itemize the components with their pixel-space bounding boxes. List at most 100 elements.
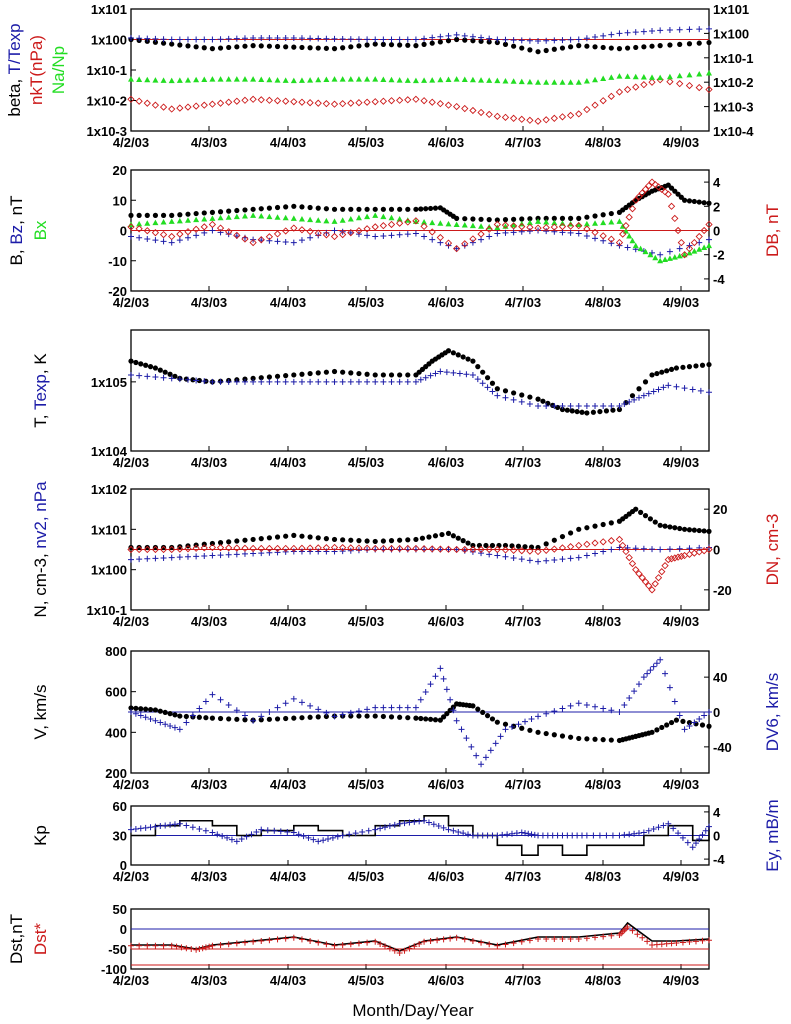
x-tick-label: 4/7/03 [505,135,541,150]
series-line [131,921,710,952]
data-point [592,736,598,742]
data-point [452,102,461,111]
data-point [543,79,550,85]
data-point [535,713,542,720]
data-point [173,943,180,950]
data-point [372,212,379,218]
data-point [641,578,650,586]
data-point [364,538,370,544]
data-point [478,223,485,229]
data-point [388,538,395,544]
data-point [193,553,200,560]
data-point [429,236,436,243]
data-point [676,245,683,252]
data-point [568,734,574,740]
data-point [575,230,582,237]
data-point [200,223,208,231]
data-point [396,704,403,711]
data-point [404,96,412,104]
x-tick-label: 4/4/03 [270,455,306,470]
data-point [648,586,656,594]
data-point [706,528,712,534]
data-point [128,705,134,711]
panels-group: 4/2/03 4/3/03 4/4/03 4/5/03 4/6/03 4/7/03 4/8/… [5,2,782,988]
x-tick-label: 4/2/03 [113,973,149,988]
data-point [685,245,694,253]
data-point [167,821,174,828]
data-point [453,717,460,724]
data-point [519,392,525,398]
data-point [701,528,707,534]
data-point [258,206,264,212]
data-point [469,938,476,944]
data-point [659,369,665,375]
y-tick-label: 30 [113,829,127,844]
data-point [133,705,139,711]
data-point [659,724,665,731]
data-point [315,76,322,83]
data-point [176,36,183,43]
data-point [298,216,305,222]
data-point [396,96,404,104]
data-point [422,374,429,381]
data-point [600,933,607,940]
data-point [184,553,191,560]
data-point [363,225,371,233]
data-point [445,32,452,39]
data-point [421,219,428,225]
data-point [258,536,264,542]
panel-frame [130,8,710,132]
data-point [575,79,582,85]
data-point [635,192,643,201]
data-point [307,234,314,241]
data-point [200,544,208,552]
data-point [535,215,541,221]
data-point [152,219,159,226]
y-tick-label: 1x105 [91,375,127,390]
data-point [681,197,688,203]
data-point [208,543,217,552]
x-tick-label: 4/2/03 [113,135,149,150]
data-point [670,825,677,832]
data-point [176,217,183,224]
data-point [184,545,192,553]
data-point [475,706,481,712]
panel-dst: 4/2/03 4/3/03 4/4/03 4/5/03 4/6/03 4/7/03 4/8/… [7,902,712,988]
data-point [699,722,706,728]
data-point [499,831,506,838]
y-tick-label: 50 [113,902,127,917]
x-tick-label: 4/2/03 [113,777,149,792]
data-point [469,33,476,40]
x-tick-label: 4/6/03 [428,455,464,470]
data-point [340,369,346,375]
data-point [657,522,663,528]
data-point [339,76,346,82]
data-point [283,715,289,722]
data-point [662,256,669,263]
y-right-tick-label: 2 [713,199,720,214]
data-point [456,370,463,377]
data-point [201,216,208,222]
data-point [559,733,566,739]
data-point [209,942,216,949]
data-point [576,215,582,221]
data-point [624,29,631,36]
data-point [190,377,196,383]
data-point [372,76,379,82]
data-point [160,942,167,949]
data-point [543,936,550,942]
data-point [274,716,281,722]
data-point [583,220,590,227]
data-point [359,828,366,835]
data-point [417,376,424,383]
series-na-np [128,70,712,85]
data-point [348,713,354,719]
data-point [274,43,281,50]
data-point [673,365,680,371]
data-point [623,85,632,94]
data-point [654,727,660,733]
data-point [193,946,200,953]
data-point [637,245,644,252]
y-right-tick-label: 40 [713,670,727,685]
data-point [416,941,423,948]
